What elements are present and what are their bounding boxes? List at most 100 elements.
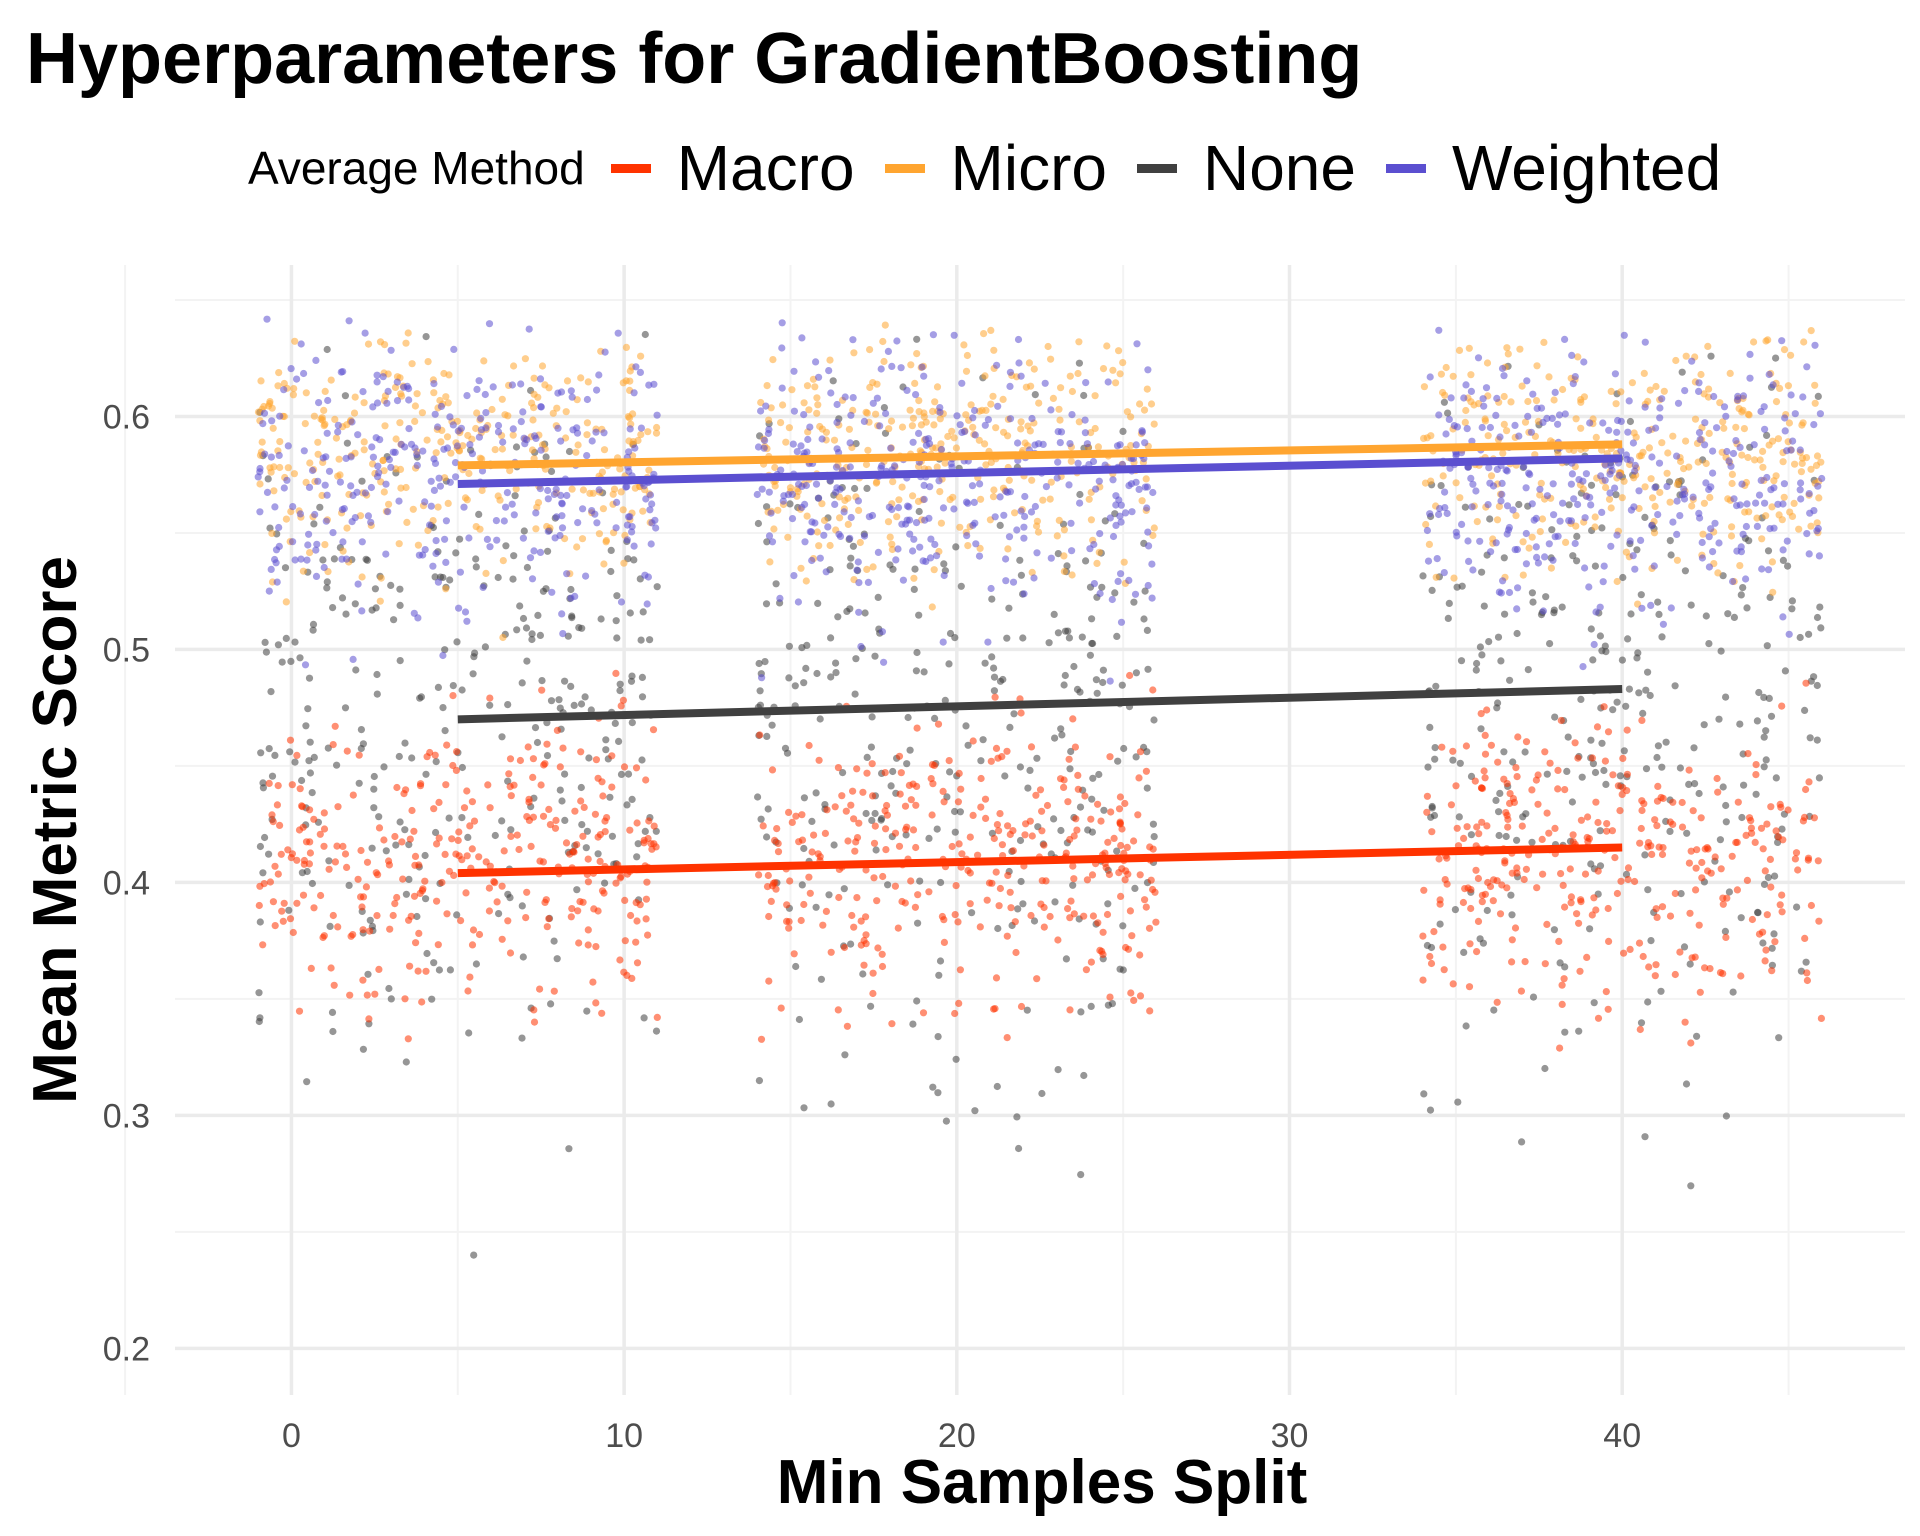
data-point-micro bbox=[1149, 531, 1157, 540]
data-point-macro bbox=[365, 1015, 373, 1023]
data-point-weighted bbox=[544, 527, 552, 535]
data-point-macro bbox=[649, 726, 658, 734]
data-point-macro bbox=[1613, 889, 1621, 898]
data-point-none bbox=[401, 826, 409, 834]
data-point-weighted bbox=[437, 402, 445, 410]
data-point-none bbox=[763, 732, 771, 741]
data-point-weighted bbox=[369, 453, 377, 461]
data-point-none bbox=[453, 911, 461, 919]
data-point-micro bbox=[1618, 494, 1626, 502]
data-point-none bbox=[1144, 665, 1152, 673]
data-point-macro bbox=[1149, 845, 1157, 853]
data-point-macro bbox=[991, 1005, 999, 1013]
data-point-none bbox=[1141, 587, 1149, 595]
data-point-micro bbox=[1645, 444, 1653, 452]
data-point-macro bbox=[862, 866, 870, 874]
data-point-macro bbox=[411, 861, 419, 869]
data-point-macro bbox=[1012, 948, 1020, 957]
data-point-none bbox=[1132, 669, 1140, 677]
data-point-micro bbox=[1759, 463, 1767, 471]
data-point-macro bbox=[1460, 834, 1468, 843]
data-point-none bbox=[607, 567, 615, 576]
data-point-micro bbox=[1519, 571, 1527, 579]
data-point-weighted bbox=[1742, 575, 1750, 583]
data-point-none bbox=[286, 748, 294, 756]
data-point-weighted bbox=[1641, 403, 1649, 411]
data-point-macro bbox=[954, 918, 962, 926]
data-point-macro bbox=[513, 831, 521, 839]
data-point-macro bbox=[1009, 827, 1017, 835]
data-point-micro bbox=[276, 463, 284, 472]
data-point-none bbox=[867, 1002, 875, 1010]
data-point-none bbox=[1067, 747, 1075, 756]
data-point-macro bbox=[1438, 743, 1446, 751]
data-point-macro bbox=[1681, 1018, 1689, 1026]
data-point-macro bbox=[958, 850, 966, 858]
data-point-none bbox=[1424, 763, 1432, 771]
data-point-none bbox=[1635, 689, 1643, 697]
data-point-macro bbox=[1747, 824, 1755, 832]
data-point-none bbox=[1550, 926, 1558, 934]
data-point-none bbox=[345, 881, 353, 890]
data-point-macro bbox=[475, 930, 484, 939]
data-point-weighted bbox=[636, 368, 645, 376]
data-point-none bbox=[568, 612, 576, 620]
data-point-none bbox=[1092, 676, 1100, 684]
data-point-macro bbox=[1487, 741, 1495, 749]
data-point-macro bbox=[542, 896, 550, 904]
data-point-macro bbox=[1776, 800, 1784, 809]
data-point-macro bbox=[1556, 1044, 1564, 1052]
data-point-macro bbox=[347, 932, 355, 940]
data-point-macro bbox=[1605, 937, 1613, 946]
data-point-none bbox=[309, 626, 317, 634]
data-point-weighted bbox=[1755, 491, 1764, 499]
data-point-weighted bbox=[1447, 394, 1455, 402]
data-point-weighted bbox=[1446, 464, 1454, 472]
data-point-micro bbox=[360, 399, 368, 407]
data-point-macro bbox=[1087, 958, 1095, 966]
data-point-micro bbox=[1053, 532, 1061, 540]
data-point-micro bbox=[549, 409, 557, 417]
data-point-macro bbox=[269, 818, 277, 826]
data-point-macro bbox=[1593, 723, 1602, 731]
data-point-weighted bbox=[452, 473, 460, 481]
data-point-weighted bbox=[558, 524, 567, 532]
data-point-macro bbox=[1057, 775, 1065, 783]
data-point-micro bbox=[1060, 526, 1068, 534]
data-point-none bbox=[413, 912, 421, 921]
data-point-none bbox=[1817, 624, 1825, 632]
data-point-weighted bbox=[1674, 399, 1683, 407]
data-point-micro bbox=[1442, 363, 1450, 372]
data-point-macro bbox=[1423, 808, 1431, 816]
data-point-macro bbox=[995, 902, 1003, 910]
data-point-none bbox=[543, 752, 552, 760]
data-point-weighted bbox=[1520, 462, 1528, 471]
data-point-none bbox=[646, 636, 654, 644]
data-point-none bbox=[1023, 1006, 1031, 1014]
data-point-none bbox=[1627, 610, 1635, 618]
data-point-micro bbox=[911, 379, 919, 387]
data-point-weighted bbox=[1537, 404, 1546, 412]
data-point-macro bbox=[1419, 976, 1427, 984]
data-point-weighted bbox=[1580, 358, 1588, 366]
data-point-macro bbox=[850, 815, 858, 823]
data-point-macro bbox=[1508, 936, 1516, 944]
data-point-micro bbox=[440, 369, 448, 378]
data-point-weighted bbox=[466, 441, 474, 449]
data-point-none bbox=[1476, 643, 1484, 651]
data-point-weighted bbox=[482, 424, 490, 432]
data-point-micro bbox=[1068, 387, 1076, 396]
data-point-weighted bbox=[1637, 536, 1645, 545]
data-point-weighted bbox=[473, 385, 481, 393]
data-point-none bbox=[1437, 482, 1445, 490]
data-point-micro bbox=[1067, 457, 1075, 465]
data-point-weighted bbox=[1613, 428, 1621, 436]
data-point-macro bbox=[579, 832, 587, 840]
data-point-none bbox=[951, 807, 959, 816]
data-point-none bbox=[1076, 803, 1085, 811]
data-point-macro bbox=[860, 961, 868, 969]
data-point-weighted bbox=[1574, 500, 1582, 509]
data-point-weighted bbox=[1113, 442, 1122, 450]
data-point-weighted bbox=[530, 547, 538, 555]
data-point-weighted bbox=[431, 410, 439, 418]
